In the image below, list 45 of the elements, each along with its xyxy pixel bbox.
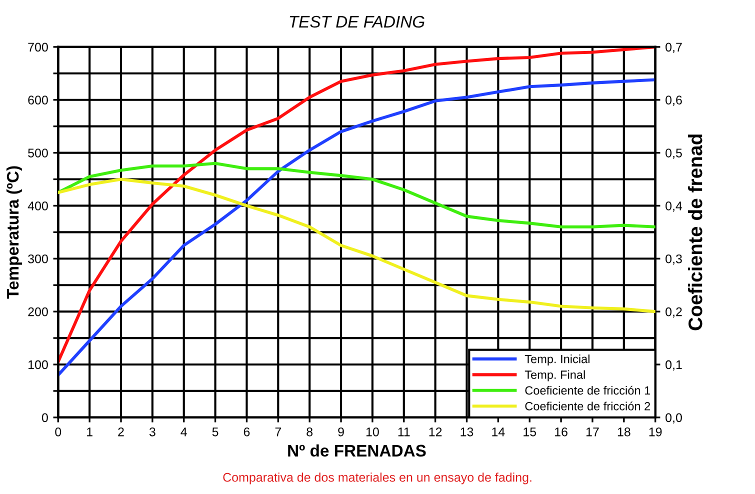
x-tick-label: 5 [212, 428, 218, 436]
y-tick-label: 500 [28, 148, 48, 158]
y2-tick-label: 0,1 [666, 360, 682, 371]
x-tick-label: 15 [524, 428, 536, 436]
text: Comparativa de dos materiales en un ensayo de fading. [223, 472, 532, 484]
y-tick-label: 200 [28, 307, 48, 316]
y-tick-label: 0 [42, 413, 48, 422]
x-tick-label: 8 [306, 427, 313, 436]
y2-tick-label: 0,6 [666, 96, 682, 106]
x-tick-label: 13 [460, 427, 474, 436]
y-axis-title: Temperatura (ºC) [6, 166, 22, 299]
x-tick-label: 6 [244, 427, 250, 436]
x-tick-label: 0 [55, 427, 62, 436]
x-tick-label: 3 [149, 427, 156, 436]
y-tick-label: 300 [28, 254, 48, 264]
x-tick-label: 19 [649, 427, 662, 436]
x-tick-label: 1 [87, 428, 92, 436]
legend-label: Temp. Inicial [524, 354, 590, 366]
legend-label: Coeficiente de fricción 1 [525, 386, 650, 395]
x-tick-label: 10 [366, 427, 379, 436]
x-tick-label: 4 [180, 428, 187, 436]
y2-tick-label: 0,3 [666, 254, 682, 265]
y2-tick-label: 0,4 [666, 202, 682, 212]
x-tick-label: 12 [429, 427, 442, 436]
y-tick-label: 700 [28, 42, 48, 52]
x-tick-label: 11 [398, 428, 410, 436]
x-tick-label: 18 [618, 427, 630, 436]
chart-title: TEST DE FADING [290, 16, 424, 28]
y2-tick-label: 0,7 [666, 42, 682, 54]
y2-axis-title: Coeficiente de frenad [688, 134, 702, 330]
x-tick-label: 14 [492, 428, 505, 436]
x-tick-label: 7 [275, 428, 282, 436]
y2-tick-label: 0,2 [666, 307, 682, 318]
y-tick-label: 600 [28, 96, 48, 105]
y2-tick-label: 0,5 [666, 148, 682, 159]
x-tick-label: 2 [118, 427, 124, 436]
y-tick-label: 400 [28, 202, 48, 210]
legend-label: Temp. Final [524, 370, 585, 382]
x-tick-label: 17 [586, 428, 599, 436]
x-axis-title: Nº de FRENADAS [288, 444, 426, 457]
x-tick-label: 16 [555, 427, 568, 436]
legend-label: Coeficiente de fricción 2 [525, 402, 650, 410]
y2-tick-label: 0,0 [666, 413, 682, 424]
y-tick-label: 100 [28, 360, 48, 370]
x-tick-label: 9 [338, 427, 344, 436]
